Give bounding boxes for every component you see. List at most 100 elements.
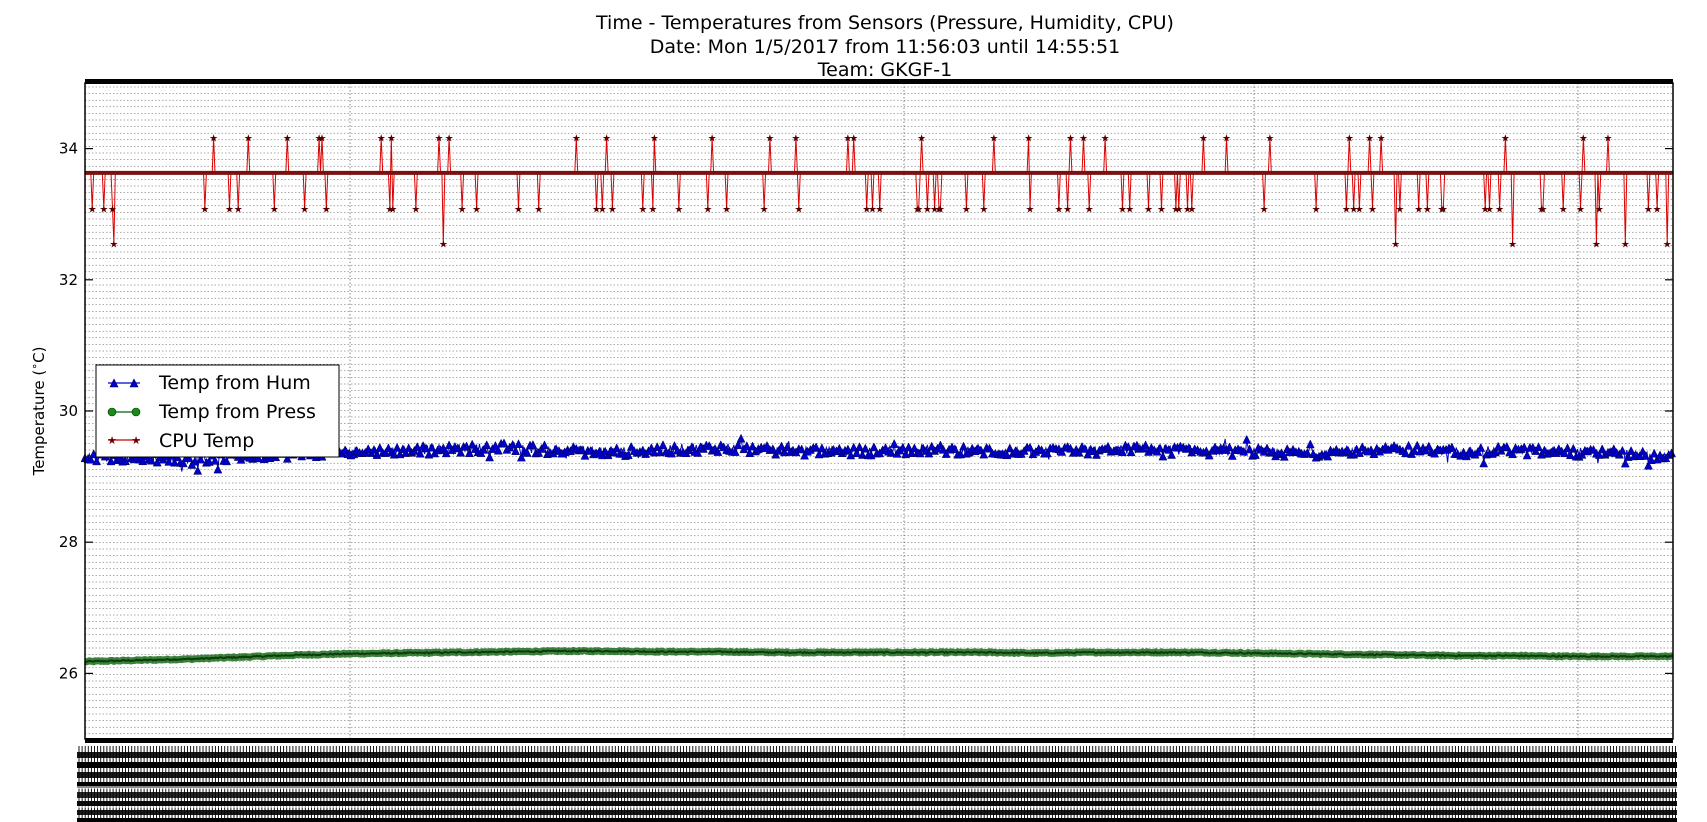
series-point-cpu: ★ bbox=[1391, 240, 1400, 251]
series-point-hum bbox=[253, 453, 263, 463]
series-point-cpu: ★ bbox=[1144, 204, 1153, 215]
series-point-hum bbox=[667, 448, 677, 458]
series-point-cpu: ★ bbox=[1377, 133, 1386, 144]
series-point-hum bbox=[1005, 443, 1015, 453]
x-tick-label-band bbox=[77, 818, 1677, 822]
series-point-cpu: ★ bbox=[1187, 204, 1196, 215]
series-point-hum bbox=[1409, 446, 1419, 455]
series-point-cpu: ★ bbox=[1349, 204, 1358, 215]
y-axis-label-degree: ∘ bbox=[28, 363, 41, 370]
series-point-cpu: ★ bbox=[862, 204, 871, 215]
series-point-hum bbox=[196, 454, 206, 464]
series-point-cpu: ★ bbox=[1063, 204, 1072, 215]
series-point-hum bbox=[1641, 450, 1650, 460]
series-point-cpu: ★ bbox=[385, 204, 394, 215]
series-point-hum bbox=[1302, 448, 1312, 457]
series-point-cpu: ★ bbox=[962, 204, 971, 215]
series-point-cpu: ★ bbox=[445, 133, 454, 144]
legend-hum-label: Temp from Hum bbox=[158, 372, 311, 394]
series-point-hum bbox=[860, 443, 870, 453]
series-point-cpu: ★ bbox=[602, 133, 611, 144]
series-point-cpu: ★ bbox=[1174, 204, 1183, 215]
series-point-cpu: ★ bbox=[1312, 204, 1321, 215]
series-point-cpu: ★ bbox=[283, 133, 292, 144]
y-tick-label: 26 bbox=[59, 664, 78, 682]
series-point-hum bbox=[456, 447, 466, 457]
series-point-cpu: ★ bbox=[1342, 204, 1351, 215]
series-point-cpu: ★ bbox=[1260, 204, 1269, 215]
series-point-cpu: ★ bbox=[930, 204, 939, 215]
series-point-hum bbox=[985, 443, 994, 453]
series-point-cpu: ★ bbox=[1485, 204, 1494, 215]
series-point-hum bbox=[748, 441, 758, 451]
series-point-hum bbox=[213, 464, 223, 474]
series-point-cpu: ★ bbox=[1663, 240, 1672, 251]
series-point-hum bbox=[1025, 442, 1035, 452]
series-point-hum bbox=[649, 447, 659, 457]
series-point-hum bbox=[540, 440, 549, 450]
series-point-cpu: ★ bbox=[760, 204, 769, 215]
x-ticks-top-band bbox=[85, 79, 1673, 84]
series-point-hum bbox=[1519, 442, 1529, 452]
series-point-cpu: ★ bbox=[1481, 204, 1490, 215]
series-point-hum bbox=[222, 456, 232, 466]
x-tick-label-band bbox=[77, 810, 1677, 815]
series-point-hum bbox=[846, 450, 856, 460]
series-point-cpu: ★ bbox=[1539, 204, 1548, 215]
series-point-cpu: ★ bbox=[1495, 204, 1504, 215]
series-point-hum bbox=[479, 444, 489, 454]
y-tick-label: 30 bbox=[59, 402, 78, 420]
series-point-hum bbox=[401, 448, 411, 457]
series-point-hum bbox=[1635, 451, 1645, 460]
series-point-cpu: ★ bbox=[209, 133, 218, 144]
series-point-hum bbox=[1404, 440, 1414, 450]
series-point-hum bbox=[713, 447, 723, 456]
legend-press-marker-right bbox=[131, 407, 141, 417]
series-point-hum bbox=[959, 441, 968, 451]
series-point-hum bbox=[1250, 450, 1260, 459]
x-tick-label-band bbox=[77, 772, 1677, 778]
series-point-cpu: ★ bbox=[534, 204, 543, 215]
series-point-cpu: ★ bbox=[989, 133, 998, 144]
series-point-hum bbox=[1461, 451, 1471, 461]
y-axis-ticks: 26 28 30 32 34 bbox=[59, 140, 1673, 682]
series-point-hum bbox=[852, 448, 862, 457]
series-point-hum bbox=[857, 449, 867, 459]
legend-cpu-marker-right: ★ bbox=[131, 434, 141, 447]
series-point-hum bbox=[1620, 458, 1630, 468]
series-point-cpu: ★ bbox=[648, 204, 657, 215]
series-point-hum bbox=[210, 455, 220, 465]
series-point-hum bbox=[817, 443, 827, 453]
series-point-hum bbox=[1646, 455, 1656, 464]
series-point-cpu: ★ bbox=[1644, 204, 1653, 215]
chart-title-line-2: Date: Mon 1/5/2017 from 11:56:03 until 1… bbox=[650, 36, 1120, 58]
series-point-hum bbox=[904, 442, 914, 452]
series-line-press bbox=[84, 649, 1673, 663]
y-axis-label: Temperature (∘C) bbox=[28, 347, 49, 477]
series-point-cpu: ★ bbox=[439, 240, 448, 251]
legend-cpu-label: CPU Temp bbox=[159, 430, 254, 452]
series-point-cpu: ★ bbox=[1423, 204, 1432, 215]
x-tick-label-band bbox=[77, 752, 1677, 758]
series-point-cpu: ★ bbox=[315, 133, 324, 144]
series-point-cpu: ★ bbox=[1125, 204, 1134, 215]
series-point-hum bbox=[886, 447, 896, 457]
series-point-cpu: ★ bbox=[1395, 204, 1404, 215]
series-point-hum bbox=[1224, 442, 1234, 452]
series-point-cpu: ★ bbox=[1439, 204, 1448, 215]
series-point-hum bbox=[603, 450, 613, 460]
series-point-cpu: ★ bbox=[913, 204, 922, 215]
series-point-hum bbox=[797, 444, 807, 454]
series-point-cpu: ★ bbox=[1501, 133, 1510, 144]
series-point-hum bbox=[438, 443, 448, 453]
series-point-hum bbox=[782, 442, 792, 451]
y-tick-label: 32 bbox=[59, 271, 78, 289]
legend-item-cpu: ★ ★ CPU Temp bbox=[107, 430, 254, 452]
x-tick-label-band bbox=[77, 801, 1677, 806]
series-point-cpu: ★ bbox=[322, 204, 331, 215]
y-tick-label: 28 bbox=[59, 533, 78, 551]
series-point-hum bbox=[742, 441, 752, 450]
series-point-hum bbox=[152, 457, 162, 467]
series-point-cpu: ★ bbox=[1345, 133, 1354, 144]
series-point-hum bbox=[511, 446, 521, 455]
